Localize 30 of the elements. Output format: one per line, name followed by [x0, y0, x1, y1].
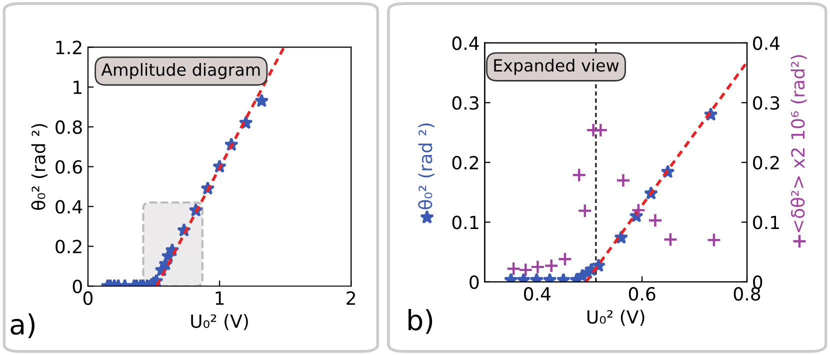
y-tick-label: 0 [470, 275, 479, 289]
y-tick-label: 1.2 [56, 40, 82, 54]
x-tick-label: 0.8 [734, 287, 760, 301]
x-tick-label: 0.4 [524, 287, 551, 301]
y-tick-label: 0.4 [56, 200, 82, 214]
x-tick-label: 2 [346, 291, 356, 305]
y-tick-label: 0.2 [56, 240, 82, 254]
text: Amplitude diagram [101, 63, 260, 80]
y-tick-label: 0.6 [56, 160, 82, 174]
y-axis-title: θ₀² (rad ²) [31, 124, 48, 210]
text: a) [10, 313, 35, 338]
y2-tick-label: 0.3 [753, 96, 780, 110]
text: Expanded view [494, 58, 619, 75]
y-tick-label: 0.1 [452, 216, 478, 230]
x-tick-label: 0 [83, 291, 93, 305]
x-axis-title: U₀² (V) [191, 314, 248, 330]
y-tick-label: 0.8 [56, 120, 82, 134]
y-tick-label: 0.4 [452, 36, 479, 50]
text: b) [408, 309, 432, 334]
y2-tick-label: 0.2 [753, 156, 779, 170]
y-tick-label: 0.2 [452, 156, 478, 170]
y2-tick-label: 0.1 [753, 216, 779, 230]
x-axis-title: U₀² (V) [587, 310, 644, 326]
x-tick-label: 0.6 [628, 287, 656, 301]
text: <δθ²> x2 10⁶ (rad²) [790, 55, 807, 232]
x-tick-label: 1 [216, 292, 224, 305]
text: θ₀² (rad ²) [418, 123, 434, 210]
y2-tick-label: 0.4 [753, 36, 780, 50]
y-tick-label: 1 [74, 80, 82, 94]
y-tick-label: 0.3 [452, 96, 478, 110]
